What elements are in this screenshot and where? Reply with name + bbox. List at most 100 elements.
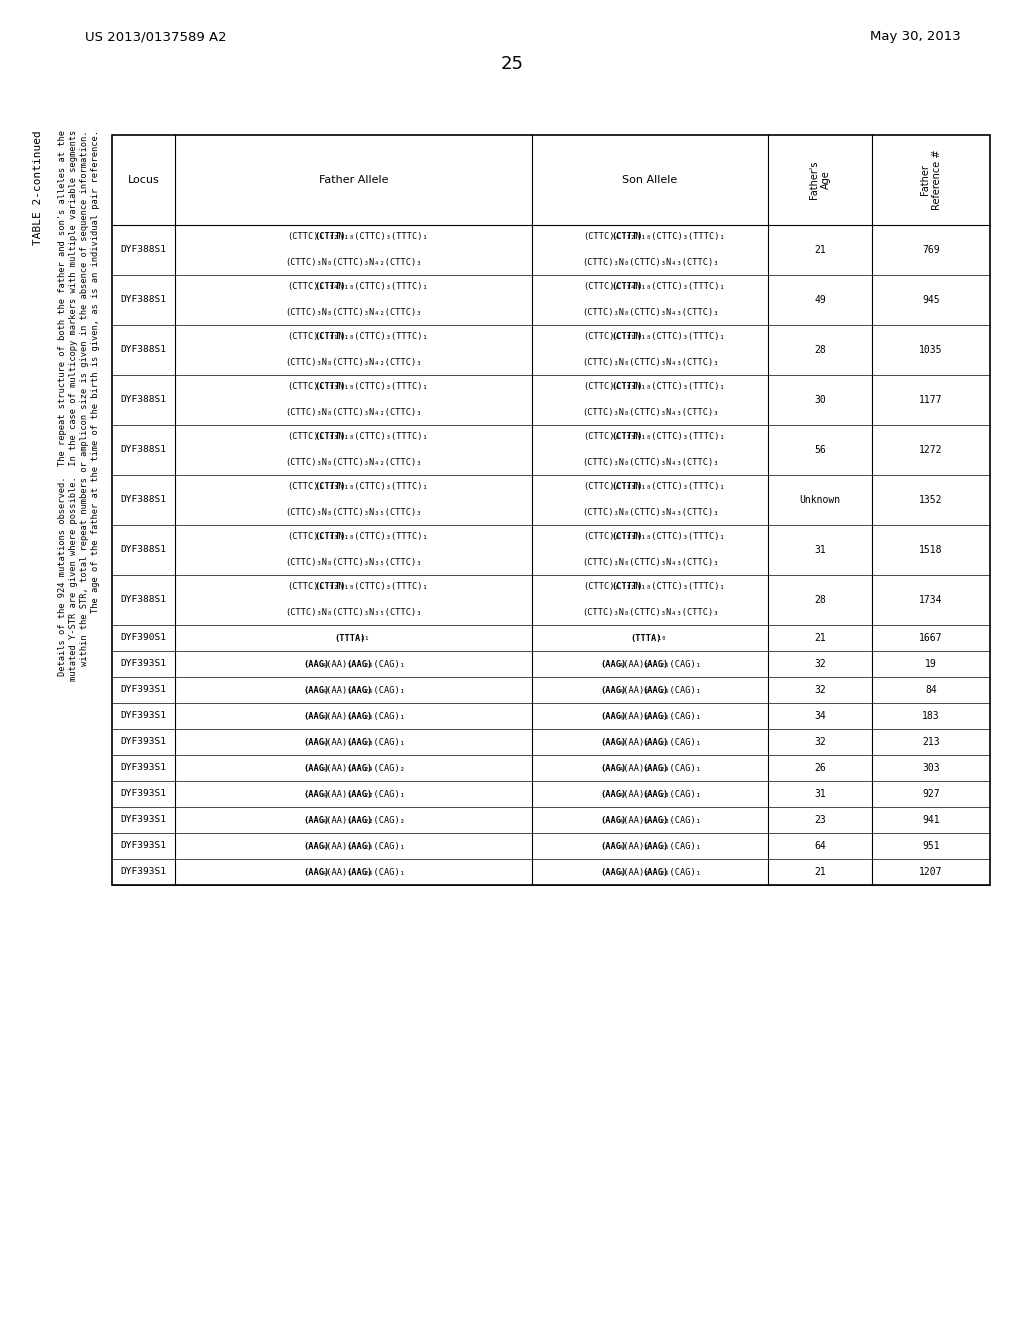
Text: (CTTC)₃N₈(CTTC)₃N₄₃(CTTC)₃: (CTTC)₃N₈(CTTC)₃N₄₃(CTTC)₃ (582, 508, 718, 517)
Text: (CTTC)₆: (CTTC)₆ (584, 582, 621, 591)
Text: DYF393S1: DYF393S1 (121, 789, 167, 799)
Text: DYF393S1: DYF393S1 (121, 867, 167, 876)
Text: (CTTC)₃N₈(CTTC)₃N₄₂(CTTC)₃: (CTTC)₃N₈(CTTC)₃N₄₂(CTTC)₃ (286, 309, 422, 318)
Text: (CTTC)₄: (CTTC)₄ (584, 232, 621, 242)
Text: (CTTC)₃N₈(CTTC)₃N₄₂(CTTC)₃: (CTTC)₃N₈(CTTC)₃N₄₂(CTTC)₃ (286, 259, 422, 268)
Text: (AAG): (AAG) (643, 711, 669, 721)
Text: DYF393S1: DYF393S1 (121, 660, 167, 668)
Text: ₁₂N₁₈(CTTC)₃(TTTC)₁: ₁₂N₁₈(CTTC)₃(TTTC)₁ (625, 232, 725, 242)
Text: ₂₉(CAG)₂: ₂₉(CAG)₂ (364, 763, 406, 772)
Text: ₁₃N₁₈(CTTC)₃(TTTC)₁: ₁₃N₁₈(CTTC)₃(TTTC)₁ (625, 483, 725, 491)
Text: (AAG): (AAG) (643, 789, 669, 799)
Text: 28: 28 (814, 595, 826, 605)
Text: (CTTT): (CTTT) (314, 282, 346, 292)
Text: DYF393S1: DYF393S1 (121, 738, 167, 747)
Text: (AAG): (AAG) (600, 816, 627, 825)
Text: 941: 941 (923, 814, 940, 825)
Text: (CTTC)₄: (CTTC)₄ (287, 232, 324, 242)
Text: DYF388S1: DYF388S1 (121, 446, 167, 454)
Text: ₄(AA)₁: ₄(AA)₁ (323, 842, 354, 850)
Text: (CTTT): (CTTT) (611, 532, 643, 541)
Text: (AAG): (AAG) (600, 685, 627, 694)
Text: (AAG): (AAG) (600, 660, 627, 668)
Text: DYF388S1: DYF388S1 (121, 595, 167, 605)
Text: (CTTT): (CTTT) (314, 383, 346, 392)
Text: ₁₀: ₁₀ (656, 634, 667, 643)
Text: (AAG): (AAG) (304, 763, 330, 772)
Text: (AAG): (AAG) (600, 789, 627, 799)
Text: 1272: 1272 (920, 445, 943, 455)
Text: DYF393S1: DYF393S1 (121, 816, 167, 825)
Text: (CTTT): (CTTT) (611, 282, 643, 292)
Text: ₁₃N₁₈(CTTC)₃(TTTC)₁: ₁₃N₁₈(CTTC)₃(TTTC)₁ (329, 433, 428, 441)
Text: ₁₃N₁₈(CTTC)₃(TTTC)₁: ₁₃N₁₈(CTTC)₃(TTTC)₁ (329, 483, 428, 491)
Text: 34: 34 (814, 711, 826, 721)
Text: (AAG): (AAG) (304, 789, 330, 799)
Text: ₁₃N₁₈(CTTC)₃(TTTC)₁: ₁₃N₁₈(CTTC)₃(TTTC)₁ (625, 433, 725, 441)
Text: ₄(AA)₁: ₄(AA)₁ (323, 763, 354, 772)
Text: (AAG): (AAG) (643, 660, 669, 668)
Text: ₂₆(CAG)₁: ₂₆(CAG)₁ (659, 711, 701, 721)
Text: ₁₁N₁₈(CTTC)₃(TTTC)₁: ₁₁N₁₈(CTTC)₃(TTTC)₁ (329, 333, 428, 342)
Text: 1734: 1734 (920, 595, 943, 605)
Text: (CTTC)₆: (CTTC)₆ (287, 282, 324, 292)
Text: ₂₆(CAG)₁: ₂₆(CAG)₁ (364, 660, 406, 668)
Text: (CTTC)₆: (CTTC)₆ (287, 582, 324, 591)
Text: DYF388S1: DYF388S1 (121, 545, 167, 554)
Text: (CTTC)₆: (CTTC)₆ (584, 532, 621, 541)
Text: (TTTA): (TTTA) (334, 634, 366, 643)
Text: (AAG): (AAG) (600, 867, 627, 876)
Text: (AAG): (AAG) (346, 738, 373, 747)
Text: (AAG): (AAG) (346, 660, 373, 668)
Text: ₄(AA)₁: ₄(AA)₁ (618, 660, 650, 668)
Text: (CTTT): (CTTT) (314, 532, 346, 541)
Text: 927: 927 (923, 789, 940, 799)
Text: 64: 64 (814, 841, 826, 851)
Text: 25: 25 (501, 55, 523, 73)
Text: (AAG): (AAG) (643, 738, 669, 747)
Text: (CTTC)₄: (CTTC)₄ (584, 333, 621, 342)
Text: ₂₂(CAG)₁: ₂₂(CAG)₁ (364, 789, 406, 799)
Text: ₁₁: ₁₁ (359, 634, 371, 643)
Text: (CTTC)₆: (CTTC)₆ (584, 282, 621, 292)
Text: (CTTC)₃N₈(CTTC)₃N₄₃(CTTC)₃: (CTTC)₃N₈(CTTC)₃N₄₃(CTTC)₃ (582, 609, 718, 618)
Text: ₁₃N₁₈(CTTC)₃(TTTC)₁: ₁₃N₁₈(CTTC)₃(TTTC)₁ (625, 383, 725, 392)
Text: (CTTT): (CTTT) (611, 232, 643, 242)
Text: 1518: 1518 (920, 545, 943, 554)
Text: The age of the father at the time of the birth is given, as is an individual pai: The age of the father at the time of the… (91, 129, 100, 612)
Text: DYF388S1: DYF388S1 (121, 346, 167, 355)
Text: (AAG): (AAG) (643, 867, 669, 876)
Text: ₄(AA)₁: ₄(AA)₁ (618, 816, 650, 825)
Text: (CTTC)₆: (CTTC)₆ (584, 433, 621, 441)
Text: (CTTC)₃N₈(CTTC)₃N₄₃(CTTC)₃: (CTTC)₃N₈(CTTC)₃N₄₃(CTTC)₃ (582, 309, 718, 318)
Text: (CTTC)₄: (CTTC)₄ (287, 383, 324, 392)
Text: (CTTC)₃N₈(CTTC)₃N₃₅(CTTC)₃: (CTTC)₃N₈(CTTC)₃N₃₅(CTTC)₃ (286, 558, 422, 568)
Text: ₄(AA)₁: ₄(AA)₁ (618, 711, 650, 721)
Text: (CTTT): (CTTT) (611, 433, 643, 441)
Text: 1035: 1035 (920, 345, 943, 355)
Text: ₄(AA)₁: ₄(AA)₁ (323, 789, 354, 799)
Text: 1352: 1352 (920, 495, 943, 506)
Text: within the STR, total repeat numbers or amplicon size is given in the absence of: within the STR, total repeat numbers or … (80, 129, 89, 665)
Text: ₁₃N₁₈(CTTC)₃(TTTC)₁: ₁₃N₁₈(CTTC)₃(TTTC)₁ (329, 383, 428, 392)
Text: 30: 30 (814, 395, 826, 405)
Text: DYF388S1: DYF388S1 (121, 495, 167, 504)
Text: ₂₆(CAG)₁: ₂₆(CAG)₁ (659, 685, 701, 694)
Text: ₁₃N₁₈(CTTC)₃(TTTC)₁: ₁₃N₁₈(CTTC)₃(TTTC)₁ (329, 532, 428, 541)
Text: DYF393S1: DYF393S1 (121, 711, 167, 721)
Text: 32: 32 (814, 659, 826, 669)
Text: (CTTT): (CTTT) (314, 483, 346, 491)
Text: 56: 56 (814, 445, 826, 455)
Text: (AAG): (AAG) (304, 867, 330, 876)
Text: (CTTC)₆: (CTTC)₆ (287, 433, 324, 441)
Text: 183: 183 (923, 711, 940, 721)
Text: ₄(AA)₁: ₄(AA)₁ (323, 867, 354, 876)
Text: (AAG): (AAG) (304, 842, 330, 850)
Text: (AAG): (AAG) (346, 816, 373, 825)
Text: (AAG): (AAG) (346, 763, 373, 772)
Text: 21: 21 (814, 867, 826, 876)
Text: 951: 951 (923, 841, 940, 851)
Text: ₂₅(CAG)₁: ₂₅(CAG)₁ (659, 842, 701, 850)
Text: (AAG): (AAG) (600, 738, 627, 747)
Text: ₄(AA)₁: ₄(AA)₁ (618, 763, 650, 772)
